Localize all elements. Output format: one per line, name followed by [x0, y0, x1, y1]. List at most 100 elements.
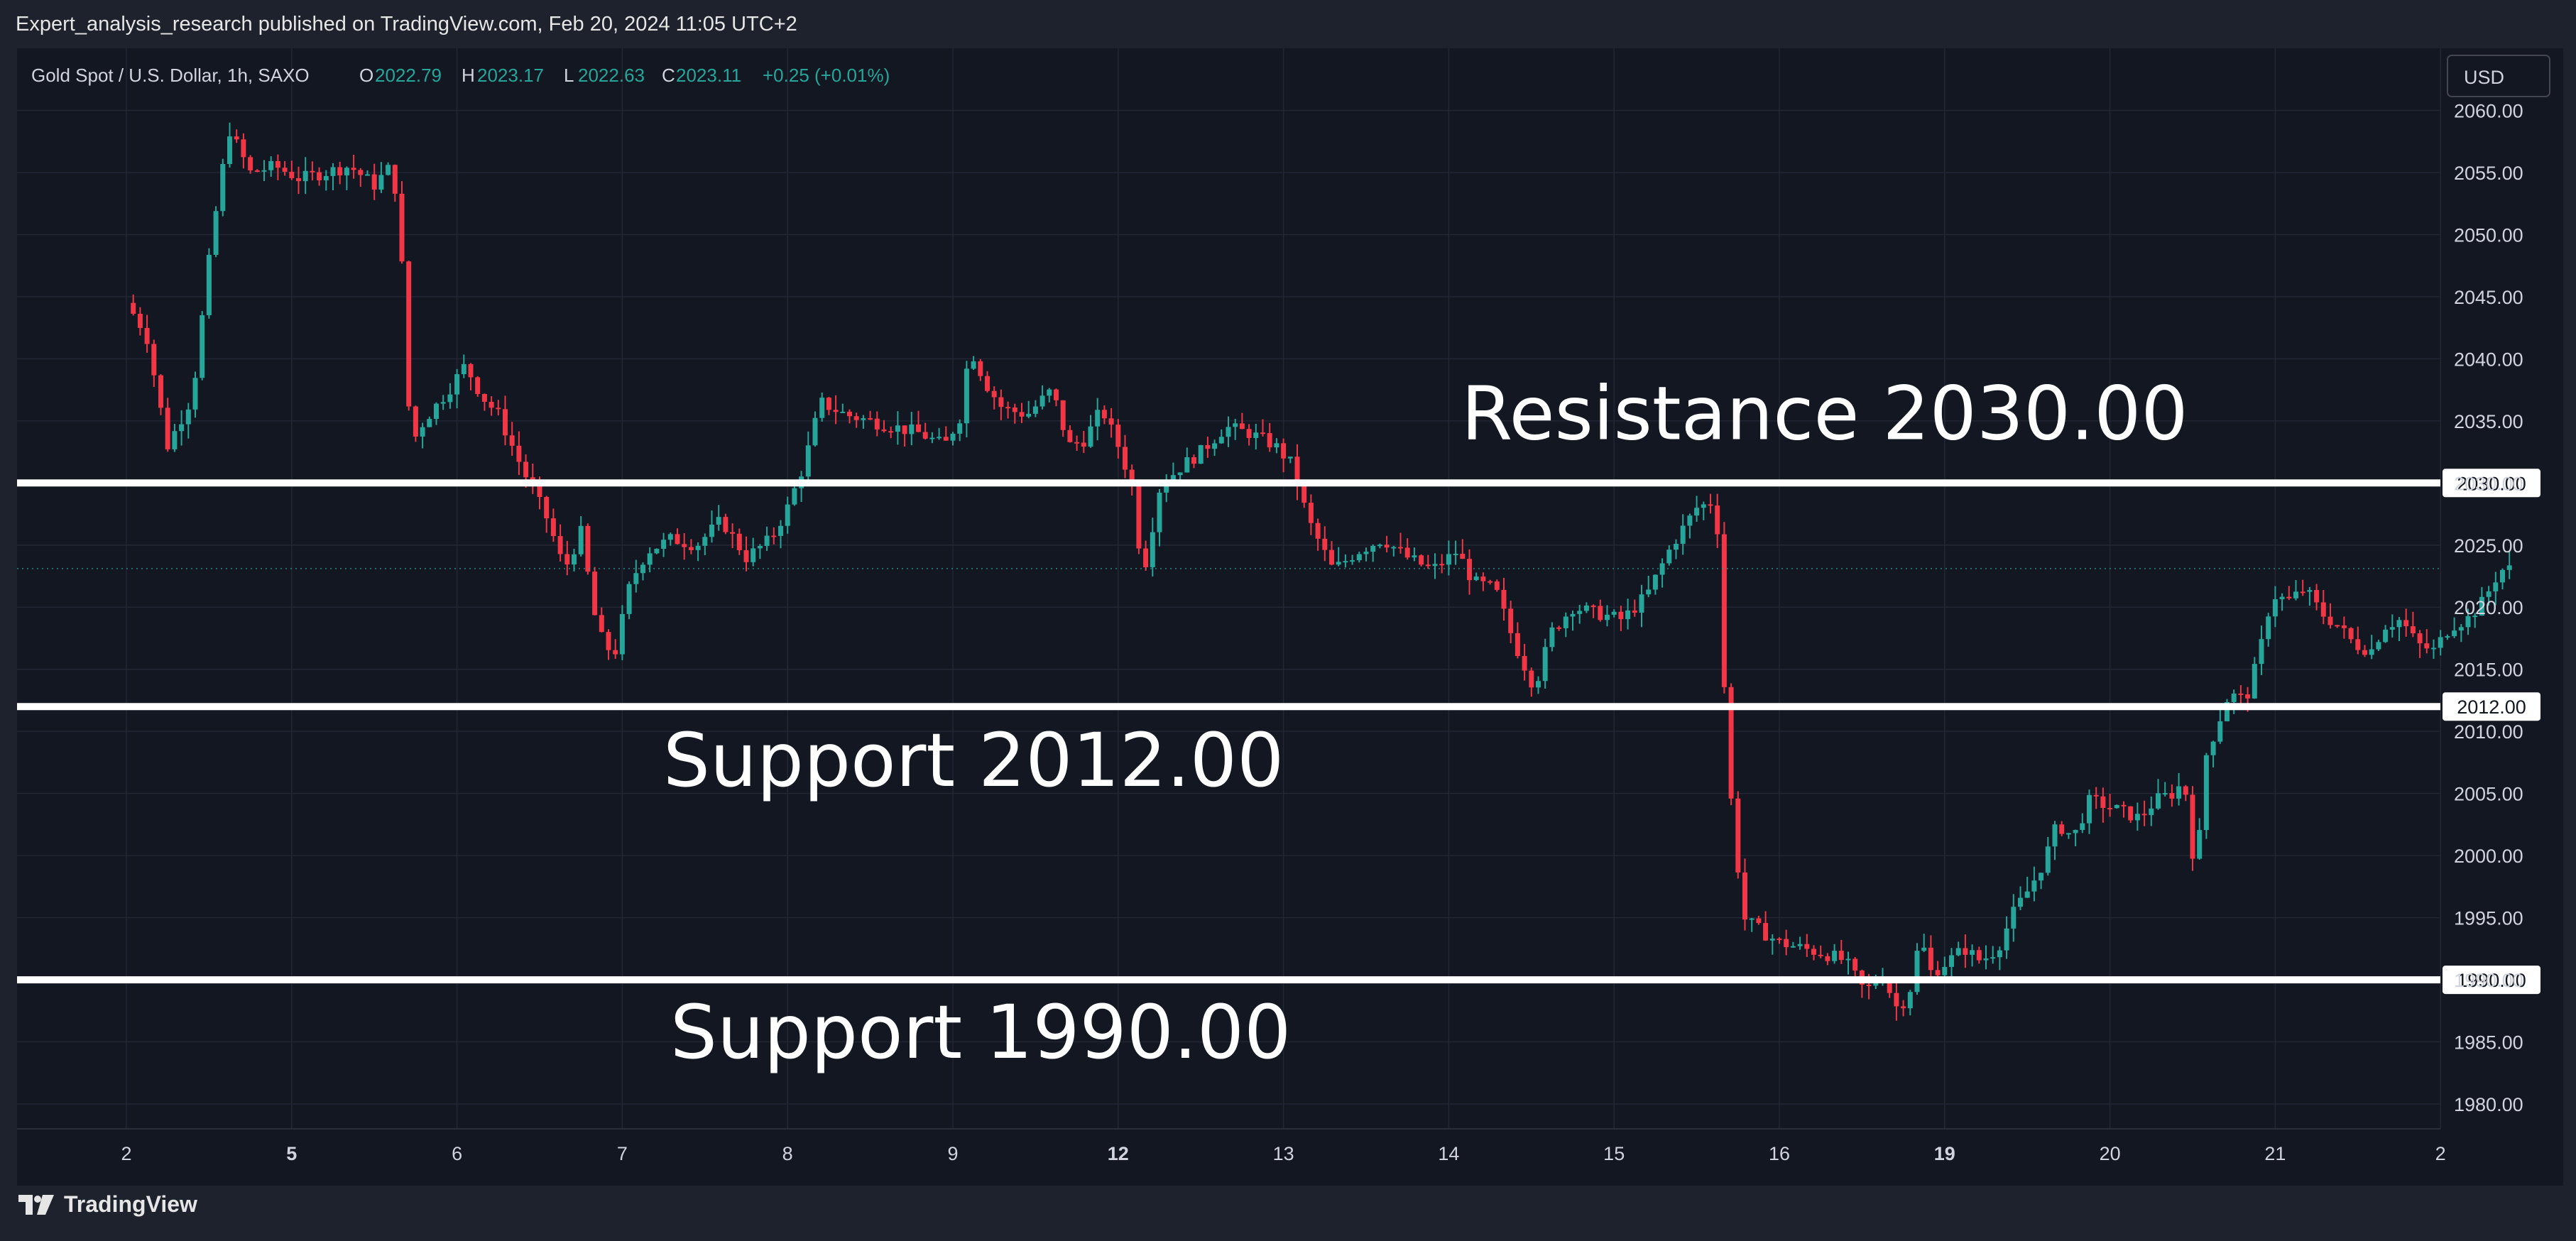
candle-body	[275, 160, 280, 168]
candle-body	[2279, 596, 2285, 600]
y-tick-label: 2000.00	[2454, 846, 2523, 867]
candle-body	[1281, 443, 1287, 459]
candle-up	[2486, 586, 2492, 606]
candle-up	[661, 532, 667, 557]
level-label: Support 2012.00	[663, 717, 1284, 804]
candle-body	[1012, 407, 1017, 412]
candle-body	[847, 411, 852, 417]
candle-down	[1522, 643, 1527, 681]
candle-body	[1556, 627, 1562, 629]
candle-up	[1970, 944, 1975, 967]
candle-up	[654, 548, 660, 554]
tradingview-logo[interactable]: TradingView	[17, 1191, 197, 1218]
candle-body	[496, 408, 501, 410]
tradingview-icon	[18, 1194, 54, 1215]
candle-up	[2162, 782, 2168, 797]
candle-down	[406, 261, 412, 411]
candle-body	[1467, 559, 1472, 581]
candle-up	[2210, 740, 2216, 767]
candle-down	[2107, 794, 2113, 817]
candle-down	[771, 527, 777, 545]
candle-up	[1453, 540, 1458, 565]
candle-body	[1921, 947, 1927, 951]
candle-down	[1935, 961, 1941, 978]
candle-down	[371, 163, 377, 200]
candle-up	[964, 361, 969, 438]
candle-up	[2266, 613, 2271, 647]
candle-down	[1260, 419, 1265, 437]
candle-down	[358, 168, 364, 187]
price-axis[interactable]: 1980.00 1985.00 1990.00 1995.00 2000.00 2005.…	[2454, 100, 2523, 1115]
candle-up	[667, 532, 673, 546]
candle-up	[1955, 941, 1961, 956]
candle-body	[1825, 956, 1830, 961]
candle-up	[1377, 543, 1382, 549]
candle-body	[688, 547, 694, 550]
candle-body	[633, 573, 639, 584]
candle-up	[819, 392, 825, 422]
candle-body	[1287, 457, 1293, 459]
candle-up	[2259, 625, 2264, 675]
candle-down	[985, 371, 990, 393]
ohlc-h-label: H	[462, 65, 475, 86]
candle-body	[151, 344, 157, 376]
y-tick-label: 2060.00	[2454, 100, 2523, 121]
candle-body	[1039, 395, 1045, 407]
candle-up	[2114, 804, 2119, 809]
candle-up	[1832, 944, 1838, 964]
candle-body	[1728, 687, 1734, 799]
candle-body	[2362, 650, 2367, 655]
candle-down	[1811, 945, 1816, 961]
candle-up	[778, 520, 783, 549]
candle-up	[695, 542, 701, 562]
time-axis[interactable]: 2 5 6 7 8 9 12 13 14 15 16 19 20 21 2	[17, 1128, 2446, 1164]
candle-up	[2052, 821, 2058, 860]
candle-down	[881, 420, 887, 433]
candle-up	[179, 410, 185, 446]
ohlc-high: 2023.17	[477, 65, 544, 86]
candle-body	[2438, 637, 2443, 648]
candle-body	[2458, 627, 2464, 631]
candle-body	[2266, 616, 2271, 640]
candle-body	[929, 437, 935, 439]
candle-body	[819, 398, 825, 418]
candle-up	[633, 559, 639, 593]
candle-body	[950, 433, 956, 441]
candle-body	[1060, 400, 1066, 430]
candle-body	[1473, 576, 1479, 581]
candle-down	[557, 524, 563, 562]
candle-body	[234, 136, 239, 140]
chart-pane[interactable]	[17, 48, 2563, 1186]
candle-up	[1701, 501, 1706, 520]
symbol-label: Gold Spot / U.S. Dollar, 1h, SAXO	[31, 65, 310, 86]
candle-body	[2431, 647, 2436, 650]
candle-down	[2300, 579, 2305, 596]
candle-body	[991, 390, 997, 398]
candle-down	[1804, 934, 1810, 957]
currency-button[interactable]	[2447, 55, 2550, 97]
level-price-tag	[2443, 469, 2540, 498]
candle-body	[730, 532, 736, 534]
candle-body	[675, 534, 680, 545]
candle-up	[2225, 699, 2230, 722]
candle-up	[1026, 400, 1032, 419]
candle-body	[310, 170, 315, 173]
candle-down	[296, 166, 301, 195]
candle-down	[2348, 627, 2354, 644]
candle-down	[1901, 1000, 1906, 1017]
candle-body	[2417, 633, 2423, 644]
candle-up	[220, 158, 226, 217]
candle-body	[888, 431, 894, 433]
candle-down	[254, 169, 260, 173]
candle-body	[2087, 794, 2092, 824]
candle-body	[1425, 564, 1431, 567]
candle-up	[895, 411, 900, 445]
candle-down	[241, 133, 246, 169]
candle-up	[1639, 584, 1644, 628]
candle-up	[702, 533, 708, 555]
candle-body	[895, 425, 900, 432]
candle-body	[2176, 786, 2182, 799]
candle-body	[2128, 806, 2134, 821]
candle-down	[1419, 554, 1424, 567]
